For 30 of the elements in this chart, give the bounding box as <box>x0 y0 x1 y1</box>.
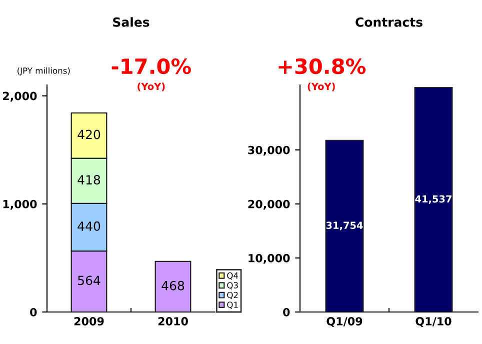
annotation: (YoY) <box>308 82 335 92</box>
y-tick-label: 10,000 <box>248 254 290 264</box>
text: +30.8% <box>278 58 366 74</box>
legend-label: Q3 <box>227 282 238 290</box>
annotation: (YoY) <box>138 82 165 92</box>
x-tick-label: 2010 <box>158 317 188 326</box>
x-tick-label: 2009 <box>74 317 104 326</box>
y-tick-label: 2,000 <box>3 92 37 102</box>
y-tick-label: 0 <box>30 308 37 316</box>
bar <box>154 260 192 312</box>
legend-label: Q2 <box>227 292 238 300</box>
data-label: 418 <box>78 175 100 185</box>
y-tick-label: 1,000 <box>3 200 37 210</box>
data-label: 420 <box>78 130 100 140</box>
legend-label: Q4 <box>227 272 238 280</box>
legend-label: Q1 <box>227 302 238 309</box>
chart-title: Sales <box>113 17 150 27</box>
text: (JPY millions) <box>18 67 70 76</box>
chart-title: Contracts <box>356 17 422 27</box>
data-label: 564 <box>78 276 100 286</box>
text: 41,537 <box>415 195 452 204</box>
x-tick-label: Q1/09 <box>326 317 362 327</box>
text: -17.0% <box>112 58 191 74</box>
data-label: 468 <box>162 280 184 290</box>
y-tick-label: 30,000 <box>248 146 290 156</box>
text: 31,754 <box>326 222 363 230</box>
x-tick-label: Q1/10 <box>416 317 452 327</box>
data-label: 440 <box>78 221 100 231</box>
y-tick-label: 20,000 <box>248 200 290 210</box>
y-tick-label: 0 <box>283 308 290 316</box>
